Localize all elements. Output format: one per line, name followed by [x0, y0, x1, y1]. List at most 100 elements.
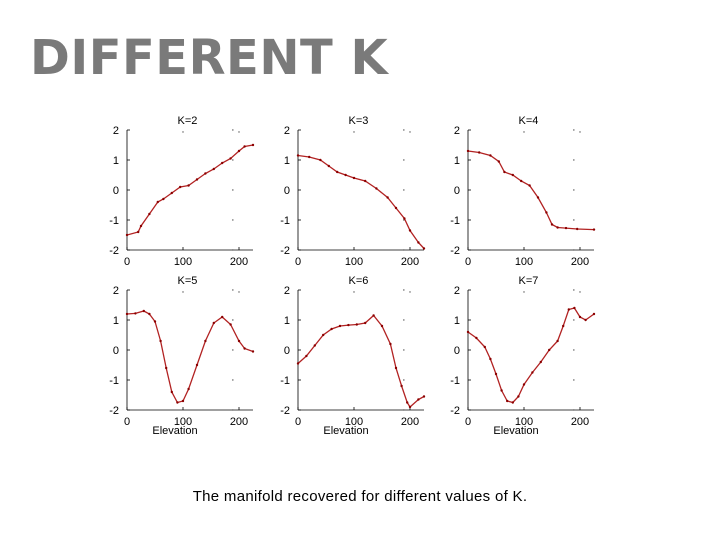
grid-dot — [573, 349, 575, 351]
x-tick-label: 0 — [124, 256, 130, 268]
grid-dot — [579, 291, 581, 293]
data-point — [170, 390, 173, 394]
data-point — [422, 395, 426, 398]
x-tick-label: 100 — [515, 256, 533, 268]
data-point — [243, 347, 246, 350]
data-point — [148, 312, 151, 316]
y-tick-label: 1 — [454, 315, 460, 327]
grid-dot — [573, 319, 575, 321]
grid-dot — [573, 129, 575, 131]
data-point — [564, 226, 568, 230]
data-point — [251, 143, 255, 147]
data-point — [204, 339, 207, 343]
y-tick-label: 1 — [284, 155, 290, 167]
data-point — [322, 333, 325, 337]
data-point — [159, 339, 162, 343]
data-point — [556, 226, 559, 229]
data-point — [389, 342, 392, 346]
x-tick-label: 100 — [345, 416, 363, 428]
data-point — [406, 401, 409, 404]
chart-title: K=5 — [178, 275, 198, 287]
data-point — [125, 233, 129, 237]
x-tick-label: 100 — [174, 416, 192, 428]
grid-dot — [573, 159, 575, 161]
data-point — [506, 399, 509, 403]
data-point — [142, 309, 145, 313]
y-tick-label: 2 — [454, 285, 460, 297]
grid-dot — [126, 291, 128, 293]
x-tick-label: 100 — [174, 256, 192, 268]
x-tick-label: 0 — [124, 416, 130, 428]
data-point — [494, 372, 498, 376]
y-tick-label: 0 — [113, 185, 119, 197]
data-point — [400, 384, 403, 388]
grid-dot — [573, 219, 575, 221]
grid-dot — [467, 131, 469, 133]
grid-dot — [238, 291, 240, 293]
data-point — [466, 149, 470, 153]
y-tick-label: 2 — [284, 285, 290, 297]
data-point — [165, 366, 168, 370]
chart-title: K=3 — [349, 115, 369, 127]
grid-dot — [232, 249, 234, 251]
chart-title: K=2 — [178, 115, 198, 127]
data-point — [308, 155, 311, 159]
data-point — [592, 312, 596, 316]
data-point — [556, 339, 559, 343]
x-tick-label: 0 — [465, 416, 471, 428]
grid-dot — [232, 409, 234, 411]
grid-dot — [573, 249, 575, 251]
grid-dot — [579, 131, 581, 133]
data-point — [475, 336, 478, 340]
x-axis-label: Elevation — [323, 425, 368, 437]
data-point — [531, 371, 534, 374]
grid-dot — [403, 409, 405, 411]
data-point — [221, 161, 224, 165]
data-point — [364, 179, 367, 183]
data-point — [408, 229, 412, 232]
data-point — [237, 339, 241, 343]
data-point — [187, 184, 190, 187]
data-point — [520, 179, 523, 183]
y-tick-label: 0 — [113, 345, 119, 357]
data-point — [204, 172, 207, 175]
grid-dot — [297, 291, 299, 293]
x-tick-label: 0 — [295, 256, 301, 268]
data-point — [296, 362, 300, 365]
data-point — [372, 314, 375, 317]
data-point — [221, 315, 224, 319]
grid-dot — [232, 129, 234, 131]
data-point — [489, 357, 492, 361]
data-point — [573, 306, 576, 310]
data-point — [503, 170, 506, 174]
data-point — [330, 327, 333, 331]
chart-panel: 2 1 0 -1 -2 0 100 200 K=7 Elevation — [450, 275, 596, 437]
y-tick-label: -1 — [450, 215, 460, 227]
grid-dot — [523, 131, 525, 133]
data-point — [466, 330, 470, 334]
data-point — [478, 151, 481, 154]
grid-dot — [403, 189, 405, 191]
x-axis-label: Elevation — [152, 425, 197, 437]
data-point — [489, 154, 492, 157]
grid-dot — [182, 131, 184, 133]
data-point — [148, 212, 151, 216]
data-point — [500, 389, 503, 392]
x-tick-label: 200 — [571, 416, 589, 428]
data-point — [539, 360, 542, 364]
series-line — [467, 307, 595, 404]
data-point — [137, 230, 140, 234]
data-point — [162, 197, 165, 201]
grid-dot — [573, 189, 575, 191]
grid-dot — [403, 349, 405, 351]
grid-dot — [467, 291, 469, 293]
y-tick-label: -2 — [450, 245, 460, 257]
y-tick-label: 2 — [454, 125, 460, 137]
chart-title: K=4 — [519, 115, 539, 127]
y-tick-label: -2 — [280, 405, 290, 417]
grid-dot — [232, 189, 234, 191]
y-tick-label: 0 — [454, 345, 460, 357]
grid-dot — [403, 289, 405, 291]
grid-dot — [403, 249, 405, 251]
chart-panel: 2 1 0 -1 -2 0 100 200 K=5 Elevation — [109, 275, 255, 437]
